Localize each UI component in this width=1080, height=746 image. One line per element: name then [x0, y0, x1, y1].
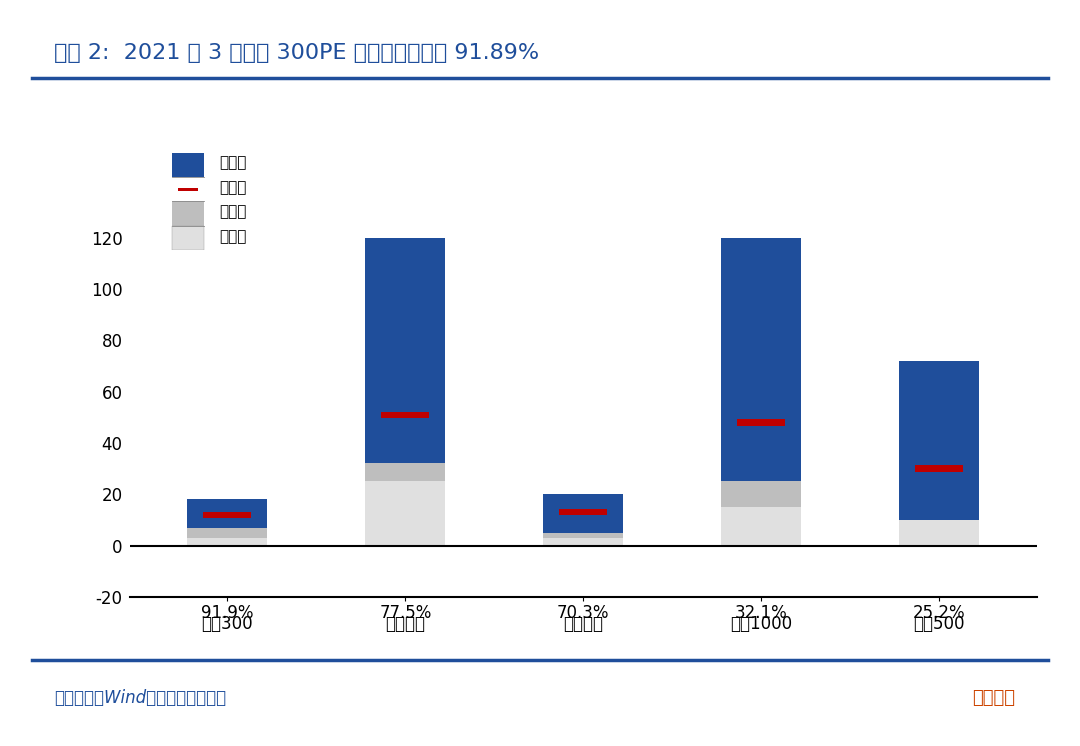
Text: 中证1000: 中证1000 — [730, 615, 792, 633]
Bar — [172, 225, 204, 250]
Bar — [559, 509, 607, 515]
Text: 资料来源：Wind，国盛证券研究所: 资料来源：Wind，国盛证券研究所 — [54, 689, 226, 706]
Text: 创业板指: 创业板指 — [386, 615, 426, 633]
Bar — [172, 201, 204, 225]
Bar — [188, 538, 268, 545]
Bar — [381, 412, 430, 418]
Text: 沪深300: 沪深300 — [202, 615, 253, 633]
Bar — [365, 463, 445, 481]
Text: 图表 2:  2021 年 3 月沪深 300PE 分位数最高，为 91.89%: 图表 2: 2021 年 3 月沪深 300PE 分位数最高，为 91.89% — [54, 43, 539, 63]
Bar — [172, 153, 204, 177]
Bar — [365, 238, 445, 463]
Bar — [188, 527, 268, 538]
Bar — [543, 533, 623, 538]
Bar — [899, 515, 978, 545]
Bar — [899, 515, 978, 520]
Text: 上证综指: 上证综指 — [563, 615, 604, 633]
Text: 最大値: 最大値 — [219, 155, 246, 170]
Text: 中位数: 中位数 — [219, 180, 246, 195]
Bar — [365, 481, 445, 545]
Bar — [543, 494, 623, 533]
Bar — [721, 507, 801, 545]
Bar — [737, 419, 785, 426]
Bar — [177, 187, 199, 191]
Bar — [899, 361, 978, 520]
Text: 最小値: 最小値 — [219, 229, 246, 244]
Bar — [721, 481, 801, 507]
Text: 当前値: 当前値 — [219, 204, 246, 219]
Bar — [915, 466, 963, 471]
Bar — [203, 512, 252, 518]
Text: 中证500: 中证500 — [914, 615, 964, 633]
Bar — [721, 238, 801, 481]
Bar — [543, 538, 623, 545]
Bar — [188, 499, 268, 527]
Text: 河南龙网: 河南龙网 — [972, 689, 1015, 706]
